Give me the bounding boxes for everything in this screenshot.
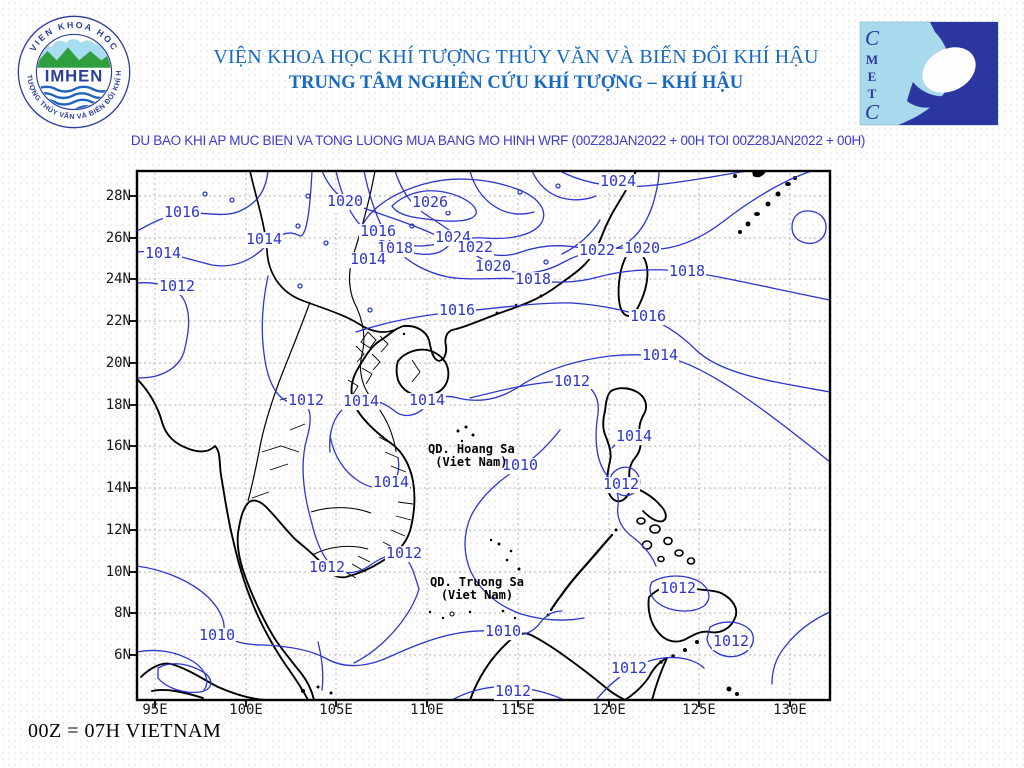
isobar-label: 1012 bbox=[711, 632, 751, 651]
lat-tick-label: 26N bbox=[105, 230, 131, 246]
cmetc-swoosh-tail bbox=[907, 82, 951, 108]
isobar-label: 1016 bbox=[358, 222, 398, 241]
cmetc-logo-graphic: C M E T C bbox=[859, 21, 999, 126]
isobar-label: 1018 bbox=[667, 262, 707, 281]
isobar-label: 1012 bbox=[552, 372, 592, 391]
isobar-label: 1020 bbox=[325, 192, 365, 211]
isobar-label: 1022 bbox=[455, 238, 495, 257]
isobar-label: 1014 bbox=[371, 473, 411, 492]
isobar-label: 1010 bbox=[500, 456, 540, 475]
isobar-label: 1012 bbox=[157, 277, 197, 296]
lon-tick-label: 120E bbox=[592, 702, 626, 718]
isobar-label: 1014 bbox=[341, 392, 381, 411]
header-titles: VIỆN KHOA HỌC KHÍ TƯỢNG THỦY VĂN VÀ BIẾN… bbox=[140, 46, 892, 94]
isobar-label: 1012 bbox=[286, 391, 326, 410]
cmetc-letter-t: T bbox=[868, 86, 877, 101]
lon-tick-label: 100E bbox=[229, 702, 263, 718]
small-islands-outlines bbox=[636, 517, 696, 565]
lat-tick-label: 12N bbox=[105, 522, 131, 538]
isobar-label: 1014 bbox=[407, 391, 447, 410]
lat-tick-label: 28N bbox=[105, 188, 131, 204]
lon-tick-label: 105E bbox=[319, 702, 353, 718]
island-dots bbox=[301, 171, 797, 696]
cmetc-letter-e: E bbox=[868, 69, 877, 84]
timezone-note: 00Z = 07H VIETNAM bbox=[28, 720, 222, 742]
isobar-label: 1012 bbox=[658, 579, 698, 598]
forecast-subtitle: DU BAO KHI AP MUC BIEN VA TONG LUONG MUA… bbox=[130, 133, 866, 148]
isobar-label: 1014 bbox=[244, 230, 284, 249]
axis-ticks bbox=[129, 195, 791, 707]
isobar-label: 1018 bbox=[513, 270, 553, 289]
institute-title: VIỆN KHOA HỌC KHÍ TƯỢNG THỦY VĂN VÀ BIẾN… bbox=[213, 46, 819, 68]
imhen-wordmark: IMHEN bbox=[45, 66, 103, 85]
isobar-label: 1016 bbox=[162, 203, 202, 222]
lat-tick-label: 18N bbox=[105, 397, 131, 413]
isobar-label: 1012 bbox=[609, 659, 649, 678]
lon-tick-label: 95E bbox=[142, 702, 168, 718]
lat-tick-label: 16N bbox=[105, 438, 131, 454]
lon-tick-label: 130E bbox=[773, 702, 807, 718]
isobar-label: 1010 bbox=[483, 622, 523, 641]
isobar-label: 1012 bbox=[384, 544, 424, 563]
lon-tick-label: 125E bbox=[682, 702, 716, 718]
imhen-logo-graphic: VIEN KHOA HOC KHÍ TƯỢNG THỦY VĂN VÀ BIẾN… bbox=[13, 7, 131, 129]
isobar-label: 1012 bbox=[307, 558, 347, 577]
cmetc-letter-c1: C bbox=[865, 26, 880, 50]
lat-tick-label: 10N bbox=[105, 564, 131, 580]
isobar-label: 1022 bbox=[577, 241, 617, 260]
lat-tick-label: 22N bbox=[105, 313, 131, 329]
isobar-label: 1014 bbox=[143, 244, 183, 263]
isobar-label: 1020 bbox=[473, 257, 513, 276]
isobar-label: 1012 bbox=[601, 475, 641, 494]
coastlines bbox=[136, 170, 738, 701]
isobar-label: 1014 bbox=[640, 346, 680, 365]
imhen-mountains bbox=[37, 47, 111, 68]
lat-tick-label: 14N bbox=[105, 480, 131, 496]
isobar-label: 1016 bbox=[628, 307, 668, 326]
cmetc-swoosh bbox=[898, 22, 998, 125]
lat-tick-label: 24N bbox=[105, 271, 131, 287]
isobar-label: 1014 bbox=[614, 427, 654, 446]
isobar-label: 1024 bbox=[598, 172, 638, 191]
isobar-label: 1010 bbox=[197, 626, 237, 645]
isobar-label: 1012 bbox=[493, 682, 533, 701]
map-annotation: QD. Truong Sa (Viet Nam) bbox=[430, 575, 524, 602]
plot-border bbox=[135, 169, 832, 702]
isobar-label: 1026 bbox=[410, 193, 450, 212]
lon-tick-label: 110E bbox=[410, 702, 444, 718]
map-annotation: QD. Hoang Sa (Viet Nam) bbox=[428, 442, 515, 469]
lat-tick-label: 6N bbox=[114, 647, 131, 663]
lat-tick-label: 8N bbox=[114, 605, 131, 621]
isobar-label: 1016 bbox=[437, 301, 477, 320]
lat-tick-label: 20N bbox=[105, 355, 131, 371]
lon-tick-label: 115E bbox=[501, 702, 535, 718]
isobar-label: 1014 bbox=[348, 250, 388, 269]
cmetc-logo: C M E T C bbox=[855, 20, 1003, 128]
cmetc-letter-m: M bbox=[866, 52, 878, 67]
center-title: TRUNG TÂM NGHIÊN CỨU KHÍ TƯỢNG – KHÍ HẬU bbox=[288, 73, 744, 93]
isobar-label: 1020 bbox=[622, 239, 662, 258]
imhen-logo: VIEN KHOA HOC KHÍ TƯỢNG THỦY VĂN VÀ BIẾN… bbox=[13, 7, 132, 130]
cmetc-letter-c2: C bbox=[865, 100, 880, 124]
